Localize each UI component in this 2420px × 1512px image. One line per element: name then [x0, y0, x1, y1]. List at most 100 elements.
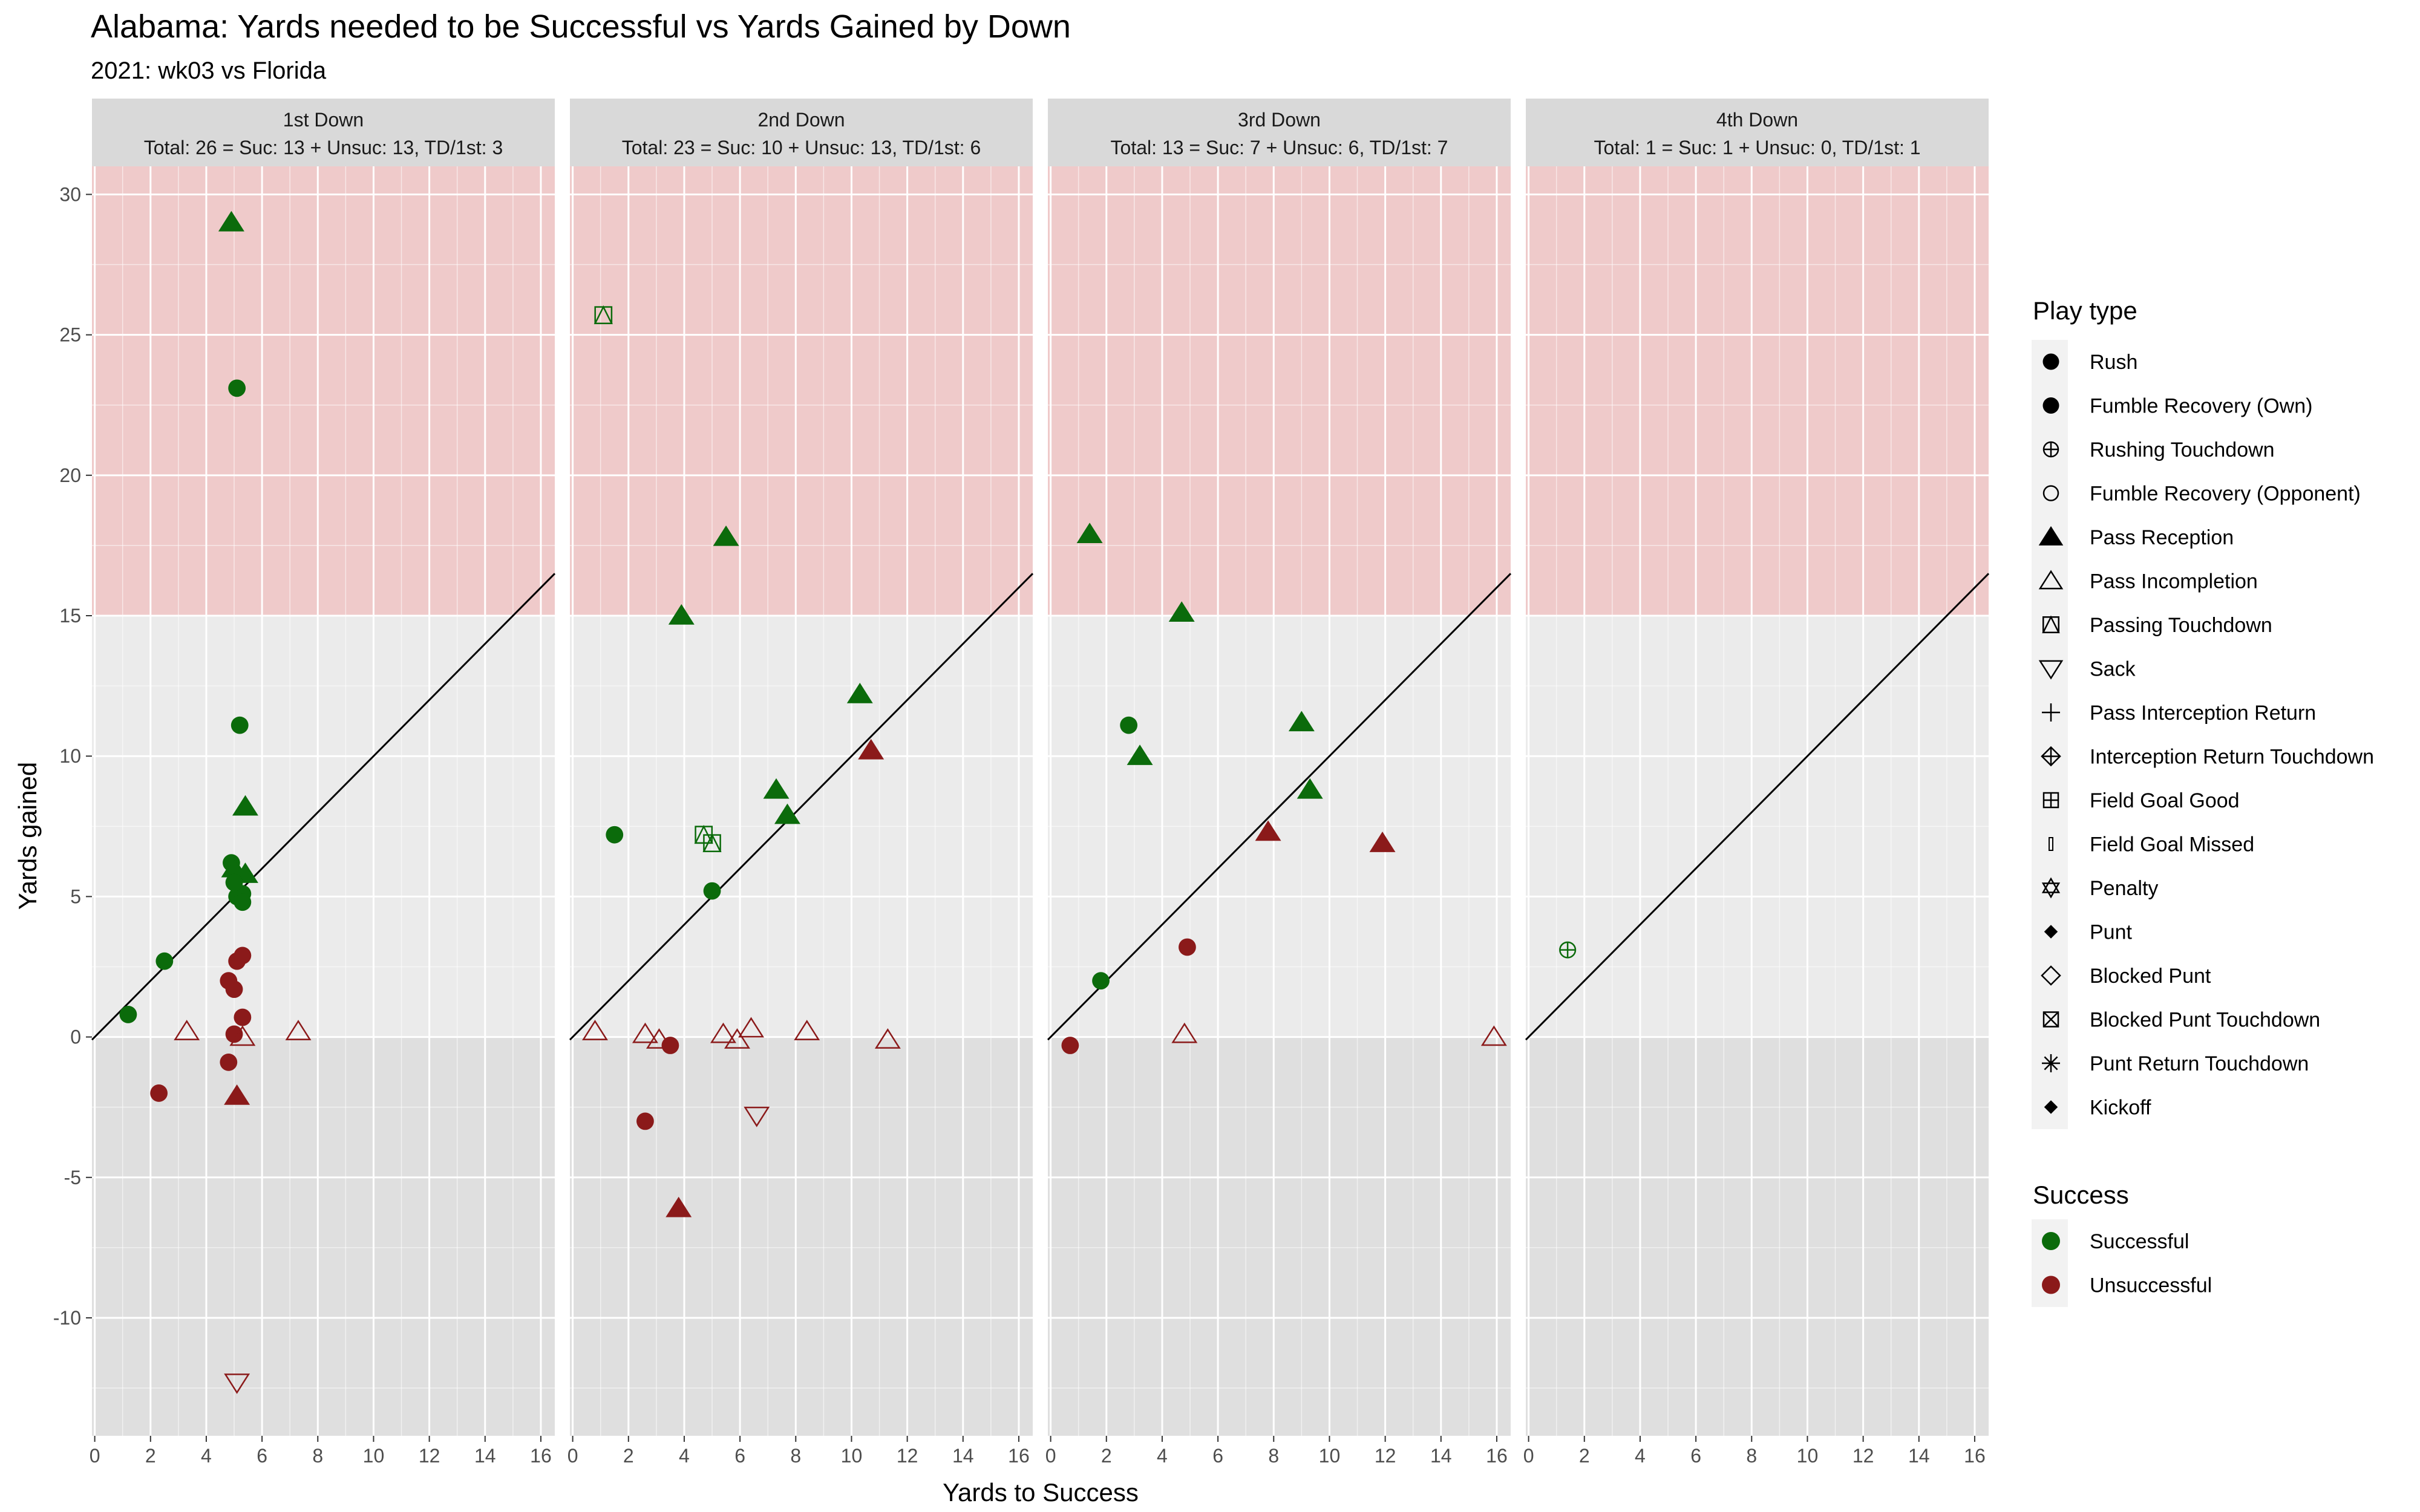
x-tick-label: 0	[90, 1445, 100, 1467]
legend-item-label: Punt	[2090, 921, 2132, 944]
y-tick-label: -5	[64, 1167, 81, 1188]
data-point	[594, 305, 613, 324]
x-tick-label: 8	[312, 1445, 323, 1467]
legend-key-symbol	[2044, 1100, 2058, 1114]
data-point	[858, 738, 885, 760]
x-tick-label: 2	[145, 1445, 156, 1467]
legend-key-symbol	[2041, 746, 2061, 767]
legend-key-symbol	[2042, 1276, 2060, 1294]
grid	[1526, 166, 1989, 1436]
data-point	[710, 1022, 736, 1043]
grid	[92, 166, 555, 1436]
data-point	[1369, 832, 1396, 852]
x-tick-label: 16	[1486, 1445, 1508, 1467]
x-tick-label: 4	[1157, 1445, 1168, 1467]
data-point	[1255, 820, 1281, 841]
data-point	[703, 882, 721, 900]
data-point	[1179, 938, 1196, 956]
data-point	[234, 893, 252, 911]
data-point	[661, 1037, 679, 1054]
strip-summary: Total: 23 = Suc: 10 + Unsuc: 13, TD/1st:…	[622, 137, 981, 158]
data-point	[738, 1017, 765, 1038]
x-tick-label: 10	[363, 1445, 385, 1467]
strip-summary: Total: 26 = Suc: 13 + Unsuc: 13, TD/1st:…	[144, 137, 503, 158]
x-tick-label: 10	[1797, 1445, 1819, 1467]
legend-item-label: Pass Reception	[2090, 526, 2234, 549]
x-tick-label: 0	[567, 1445, 578, 1467]
legend-key-symbol	[2038, 660, 2064, 680]
x-tick-label: 10	[841, 1445, 863, 1467]
data-point	[1559, 941, 1577, 959]
data-point	[1297, 778, 1323, 799]
data-point	[225, 873, 243, 891]
x-tick-label: 12	[419, 1445, 440, 1467]
data-point	[224, 1084, 250, 1105]
x-tick-label: 0	[1045, 1445, 1056, 1467]
x-tick-label: 16	[1964, 1445, 1986, 1467]
legend-key-symbol	[2038, 570, 2064, 590]
legend-key-symbol	[2044, 925, 2058, 939]
facet-panel: 3rd Down Total: 13 = Suc: 7 + Unsuc: 6, T…	[1045, 99, 1512, 1467]
data-point	[724, 1028, 750, 1049]
x-tick-label: 8	[1746, 1445, 1757, 1467]
legend-item-label: Field Goal Missed	[2090, 833, 2254, 856]
y-tick-label: -10	[53, 1307, 81, 1329]
legend-item-label: Passing Touchdown	[2090, 614, 2272, 637]
x-tick-label: 12	[1853, 1445, 1874, 1467]
data-point	[220, 1053, 238, 1071]
strip-title: 2nd Down	[757, 109, 845, 131]
data-point	[228, 952, 246, 970]
y-tick-label: 25	[59, 324, 81, 346]
data-point	[668, 604, 695, 625]
data-point	[713, 525, 739, 546]
shaded-band	[92, 166, 555, 616]
data-point	[225, 980, 243, 999]
x-tick-label: 8	[790, 1445, 801, 1467]
x-tick-label: 14	[1430, 1445, 1452, 1467]
data-point	[1127, 745, 1153, 765]
legend-item-label: Fumble Recovery (Opponent)	[2090, 483, 2361, 506]
y-tick-label: 0	[70, 1026, 81, 1048]
data-point	[1120, 716, 1138, 734]
data-point	[774, 803, 800, 824]
x-tick-label: 2	[1101, 1445, 1112, 1467]
legend-item-label: Penalty	[2090, 877, 2158, 900]
x-tick-label: 10	[1319, 1445, 1341, 1467]
shaded-band	[92, 1037, 555, 1436]
shaded-band	[1526, 166, 1989, 616]
facet-panel: 2nd Down Total: 23 = Suc: 10 + Unsuc: 13,…	[567, 99, 1034, 1467]
y-tick-label: 10	[59, 745, 81, 767]
legend-key-symbol	[2042, 1232, 2060, 1250]
legend-key-symbol	[2041, 965, 2061, 986]
legend-item-label: Pass Incompletion	[2090, 570, 2258, 593]
legend-key-symbol	[2049, 837, 2053, 851]
data-point	[285, 1020, 312, 1040]
x-tick-label: 6	[734, 1445, 745, 1467]
x-tick-label: 14	[952, 1445, 974, 1467]
reference-line	[1047, 573, 1512, 1041]
data-point	[1076, 523, 1103, 544]
legend-item-label: Unsuccessful	[2090, 1274, 2212, 1297]
legend-key-symbol	[2042, 353, 2059, 370]
strip-title: 3rd Down	[1238, 109, 1321, 131]
facet-panel: 1st Down Total: 26 = Suc: 13 + Unsuc: 13,…	[90, 99, 556, 1467]
legend-play-type-title: Play type	[2033, 296, 2137, 325]
data-point	[636, 1112, 654, 1130]
y-tick-label: 30	[59, 183, 81, 205]
x-tick-label: 2	[1579, 1445, 1590, 1467]
strip-title: 4th Down	[1716, 109, 1798, 131]
legend-play-type: Play type Rush Fumble Recovery (Own) Rushi…	[2032, 296, 2374, 1129]
legend-item-label: Punt Return Touchdown	[2090, 1052, 2309, 1075]
x-tick-label: 6	[1690, 1445, 1701, 1467]
strip-title: 1st Down	[283, 109, 364, 131]
reference-line	[1525, 573, 1990, 1041]
legend-item-label: Successful	[2090, 1230, 2189, 1253]
x-tick-label: 12	[897, 1445, 918, 1467]
strip-background	[1526, 99, 1989, 166]
x-tick-label: 16	[1008, 1445, 1030, 1467]
strip-summary: Total: 13 = Suc: 7 + Unsuc: 6, TD/1st: 7	[1111, 137, 1448, 158]
shaded-band	[1048, 166, 1511, 616]
data-point	[794, 1020, 820, 1040]
data-point	[846, 682, 873, 703]
legend-key-symbol	[2042, 703, 2060, 722]
